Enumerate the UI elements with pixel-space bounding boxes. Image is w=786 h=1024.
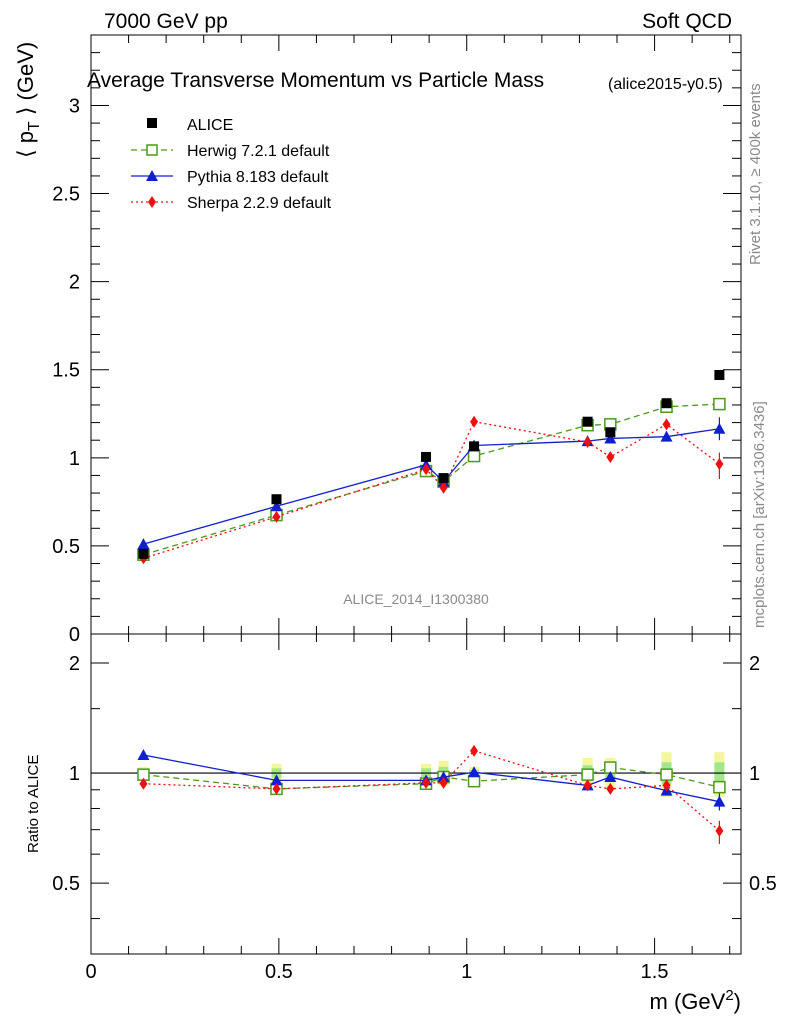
legend: ALICE Herwig 7.2.1 default Pythia 8.183 … xyxy=(131,117,332,212)
ratio-point-herwig xyxy=(467,774,481,788)
legend-label-alice: ALICE xyxy=(187,117,233,134)
legend-marker-herwig xyxy=(146,144,158,156)
ratio-point-pythia xyxy=(137,749,150,761)
rivet-label: Rivet 3.1.10, ≥ 400k events xyxy=(747,83,764,265)
ratio-point-sherpa xyxy=(139,777,148,790)
x-tick-label: 0.5 xyxy=(265,961,293,983)
point-pythia xyxy=(604,432,617,444)
point-alice xyxy=(582,416,593,427)
point-pythia xyxy=(137,538,150,550)
ratio-y-axis-label: Ratio to ALICE xyxy=(25,755,42,853)
analysis-watermark: ALICE_2014_I1300380 xyxy=(343,591,489,607)
point-alice xyxy=(138,548,149,559)
point-alice xyxy=(438,473,449,484)
point-sherpa xyxy=(583,435,592,448)
point-sherpa xyxy=(422,463,431,476)
legend-label-herwig: Herwig 7.2.1 default xyxy=(187,143,330,160)
y-tick-label: 1.5 xyxy=(52,360,80,382)
mcplots-label: mcplots.cern.ch [arXiv:1306.3436] xyxy=(751,401,768,628)
ratio-point-pythia xyxy=(437,771,450,783)
point-sherpa xyxy=(470,415,479,428)
ratio-line-sherpa xyxy=(143,750,720,832)
point-alice xyxy=(661,398,672,409)
x-tick-label: 1.5 xyxy=(641,961,669,983)
ratio-point-pythia xyxy=(468,766,481,778)
ratio-point-herwig xyxy=(581,768,594,781)
point-alice xyxy=(469,441,480,452)
x-tick-label: 1 xyxy=(461,961,472,983)
ratio-point-sherpa xyxy=(272,782,281,795)
ratio-y-tick-label: 2 xyxy=(69,653,80,675)
point-pythia xyxy=(270,500,283,512)
ratio-point-sherpa xyxy=(583,779,592,792)
y-tick-label: 0 xyxy=(69,624,80,646)
series-line-sherpa xyxy=(143,420,720,559)
ratio-point-sherpa xyxy=(606,782,615,795)
ratio-y-tick-label-right: 2 xyxy=(749,653,760,675)
legend-marker-pythia xyxy=(146,170,158,181)
ratio-y-tick-label: 0.5 xyxy=(52,873,80,895)
collision-label: 7000 GeV pp xyxy=(104,10,228,33)
process-label: Soft QCD xyxy=(642,10,732,33)
ratio-point-herwig xyxy=(660,768,673,781)
point-alice xyxy=(714,370,725,381)
ratio-y-tick-label: 1 xyxy=(69,763,80,785)
ratio-point-herwig xyxy=(713,780,726,794)
plot-title: Average Transverse Momentum vs Particle … xyxy=(87,69,544,92)
legend-label-pythia: Pythia 8.183 default xyxy=(187,169,329,186)
point-alice xyxy=(421,451,432,462)
y-axis-label: ⟨ pT ⟩ (GeV) xyxy=(13,42,43,158)
ratio-point-pythia xyxy=(270,774,283,786)
y-tick-label: 2 xyxy=(69,272,80,294)
ratio-point-sherpa xyxy=(439,776,448,789)
series-line-herwig xyxy=(143,403,720,556)
ratio-point-sherpa xyxy=(662,779,671,792)
x-axis-label: m (GeV2) xyxy=(650,987,741,1014)
ratio-y-tick-label-right: 0.5 xyxy=(749,873,777,895)
y-tick-label: 0.5 xyxy=(52,536,80,558)
point-sherpa xyxy=(272,510,281,523)
y-tick-label: 3 xyxy=(69,95,80,117)
point-herwig xyxy=(467,449,481,463)
plot-subtitle: (alice2015-y0.5) xyxy=(608,76,723,93)
point-alice xyxy=(605,427,616,438)
series-line-pythia xyxy=(143,428,720,545)
ratio-point-pythia xyxy=(604,771,617,783)
point-pythia xyxy=(660,430,673,442)
ratio-y-tick-label-right: 1 xyxy=(749,763,760,785)
point-sherpa xyxy=(662,418,671,431)
point-sherpa xyxy=(606,450,615,463)
chart-marks: 0 0.5 1 1.5 0 0.5 1 1.5 2 2.5 3 0.5 0.5 1 1 2 2 xyxy=(52,34,777,983)
legend-marker-alice xyxy=(147,118,157,128)
ratio-point-sherpa xyxy=(422,776,431,789)
ratio-point-sherpa xyxy=(470,744,479,757)
point-alice xyxy=(271,494,282,505)
ratio-panel-frame xyxy=(90,633,742,955)
point-herwig xyxy=(713,397,726,411)
y-tick-label: 2.5 xyxy=(52,184,80,206)
legend-label-sherpa: Sherpa 2.2.9 default xyxy=(187,195,332,212)
point-sherpa xyxy=(439,481,448,494)
legend-marker-sherpa xyxy=(148,196,156,208)
y-tick-label: 1 xyxy=(69,448,80,470)
x-tick-label: 0 xyxy=(85,961,96,983)
